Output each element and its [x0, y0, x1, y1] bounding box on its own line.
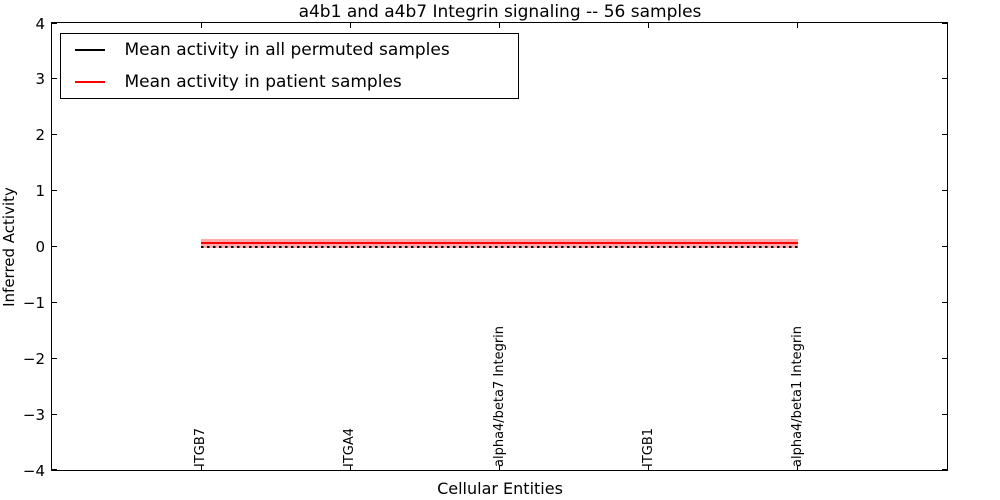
x-tick-bottom [498, 465, 501, 470]
y-tick-right [942, 22, 947, 24]
legend-line-sample [74, 80, 105, 83]
y-tick-right [942, 301, 947, 303]
y-tick-label: 1 [35, 182, 45, 201]
y-tick-left [52, 469, 57, 471]
y-tick-right [942, 469, 947, 471]
x-tick-label: alpha4/beta7 Integrin [491, 325, 507, 467]
permuted-mean-line [201, 245, 798, 248]
x-tick-bottom [648, 465, 650, 470]
x-axis-label: Cellular Entities [437, 479, 563, 498]
y-tick-right [942, 413, 947, 415]
y-tick-label: 4 [35, 14, 45, 33]
y-tick-left [52, 190, 57, 192]
y-tick-left [52, 134, 57, 136]
plot-area: Mean activity in all permuted samples Mea… [51, 22, 948, 471]
x-tick-bottom [200, 465, 202, 470]
chart-title: a4b1 and a4b7 Integrin signaling -- 56 s… [298, 2, 702, 22]
x-tick-bottom [797, 465, 799, 470]
legend-line-sample [74, 48, 105, 51]
x-tick-top [498, 23, 501, 28]
x-tick-bottom [349, 465, 351, 470]
y-tick-label: −1 [22, 293, 45, 312]
legend-entry: Mean activity in patient samples [61, 66, 518, 98]
y-tick-left [52, 413, 57, 415]
y-tick-right [942, 357, 947, 359]
legend: Mean activity in all permuted samples Mea… [59, 32, 519, 99]
patient-mean-line [201, 242, 798, 245]
x-tick-top [349, 23, 351, 28]
y-tick-label: 0 [35, 238, 45, 256]
legend-label: Mean activity in all permuted samples [124, 39, 450, 60]
x-tick-label: alpha4/beta1 Integrin [789, 325, 805, 467]
y-tick-label: 3 [35, 70, 45, 89]
y-tick-label: −2 [22, 349, 45, 368]
x-tick-top [797, 23, 799, 28]
y-tick-right [942, 245, 947, 248]
x-tick-top [200, 23, 202, 28]
legend-label: Mean activity in patient samples [124, 71, 402, 92]
y-tick-left [52, 357, 57, 359]
y-tick-right [942, 78, 947, 80]
y-tick-left [52, 301, 57, 303]
y-tick-right [942, 134, 947, 136]
legend-entry: Mean activity in all permuted samples [61, 34, 518, 66]
x-tick-top [648, 23, 650, 28]
y-tick-label: 2 [35, 126, 45, 145]
y-tick-label: −4 [22, 461, 45, 480]
x-tick-label: ITGB7 [193, 427, 209, 467]
y-tick-left [52, 22, 57, 24]
x-tick-label: ITGB1 [640, 427, 656, 467]
x-tick-label: ITGA4 [342, 427, 358, 467]
y-tick-label: −3 [22, 405, 45, 424]
y-tick-right [942, 190, 947, 192]
y-tick-left [52, 245, 57, 248]
y-tick-left [52, 78, 57, 80]
